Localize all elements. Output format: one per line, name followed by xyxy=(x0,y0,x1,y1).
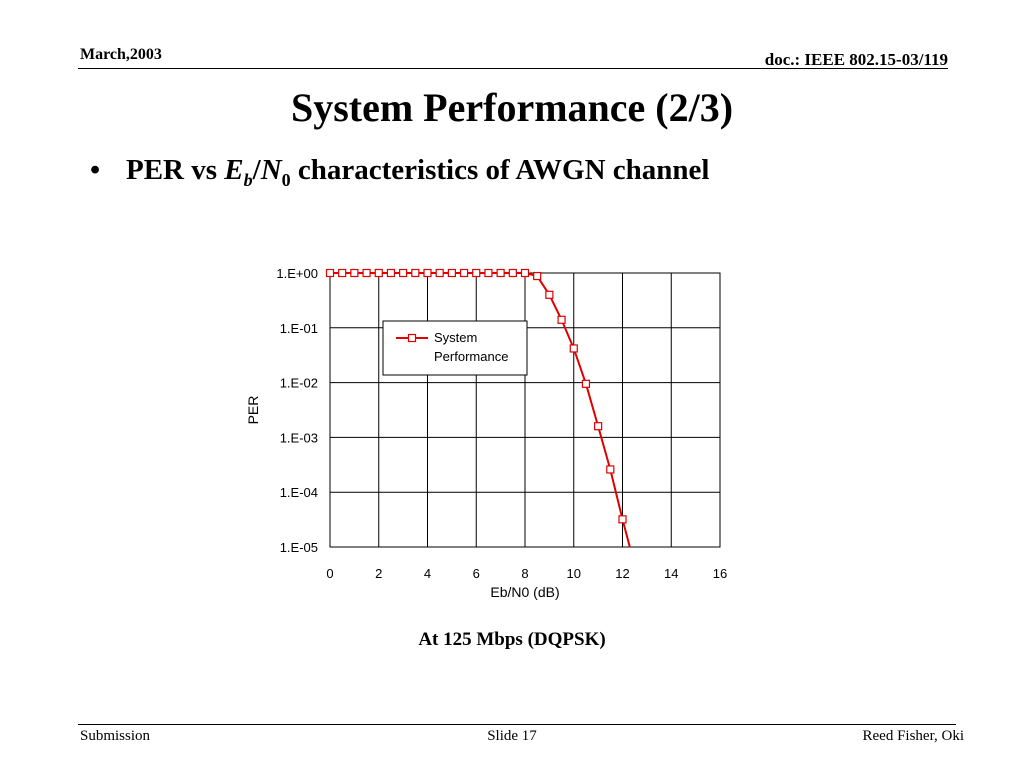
footer-submission: Submission xyxy=(80,728,151,744)
series-line xyxy=(330,272,631,548)
x-tick-label: 16 xyxy=(713,566,727,581)
y-tick-label: 1.E-02 xyxy=(280,376,318,391)
data-point-marker xyxy=(435,268,444,278)
header-rule xyxy=(78,68,948,69)
data-point-marker xyxy=(508,268,517,278)
bullet-prefix: PER vs xyxy=(126,154,225,186)
y-tick-label: 1.E-03 xyxy=(280,430,318,445)
chart-legend: System Performance xyxy=(382,320,528,376)
data-point-marker xyxy=(533,271,542,281)
x-tick-label: 14 xyxy=(664,566,678,581)
bullet-eb: E xyxy=(224,154,244,186)
data-point-marker xyxy=(606,465,615,474)
bullet-eb-sub: b xyxy=(243,169,253,190)
bullet-suffix: characteristics of AWGN channel xyxy=(290,154,710,186)
data-point-marker xyxy=(618,515,627,524)
header-doc-id: doc.: IEEE 802.15-03/119 xyxy=(764,50,948,69)
data-point-marker xyxy=(496,268,505,278)
y-tick-label: 1.E-05 xyxy=(280,540,318,555)
x-tick-label: 6 xyxy=(473,566,480,581)
data-point-marker xyxy=(545,290,554,299)
x-tick-label: 12 xyxy=(615,566,629,581)
x-axis-label: Eb/N0 (dB) xyxy=(490,584,559,600)
data-point-marker xyxy=(362,268,371,278)
legend-label: System Performance xyxy=(434,330,508,364)
legend-marker-swatch xyxy=(407,333,417,343)
bullet-slash: / xyxy=(252,154,261,186)
data-point-marker xyxy=(399,268,408,278)
x-tick-label: 2 xyxy=(375,566,382,581)
footer-slide-number: Slide 17 xyxy=(487,728,537,744)
data-point-marker xyxy=(581,379,591,388)
data-point-marker xyxy=(557,315,566,324)
x-tick-label: 4 xyxy=(424,566,431,581)
bullet-item: • PER vs Eb/N0 characteristics of AWGN ch… xyxy=(90,154,710,191)
chart-caption: At 125 Mbps (DQPSK) xyxy=(418,629,606,650)
data-point-marker xyxy=(569,344,578,353)
x-tick-label: 8 xyxy=(521,566,528,581)
per-chart-svg: 1.E+00 1.E-01 1.E-02 1.E-03 1.E-04 1.E-05 0 2 4… xyxy=(245,266,727,600)
x-tick-label: 10 xyxy=(567,566,581,581)
data-point-marker xyxy=(594,422,603,431)
data-point-marker xyxy=(350,268,359,278)
header-date: March,2003 xyxy=(80,46,162,63)
bullet-marker: • xyxy=(90,154,101,186)
y-tick-labels: 1.E+00 1.E-01 1.E-02 1.E-03 1.E-04 1.E-05 xyxy=(276,266,318,555)
series-system-performance xyxy=(325,268,631,548)
data-point-marker xyxy=(484,268,493,278)
data-point-marker xyxy=(338,268,347,278)
data-point-marker xyxy=(325,268,335,278)
chart-grid xyxy=(330,273,720,547)
y-axis-label: PER xyxy=(245,396,261,425)
y-tick-label: 1.E-01 xyxy=(280,321,318,336)
x-tick-label: 0 xyxy=(326,566,333,581)
y-tick-label: 1.E-04 xyxy=(280,485,318,500)
data-point-marker xyxy=(386,268,396,278)
footer-author: Reed Fisher, Oki xyxy=(862,728,964,744)
data-point-marker xyxy=(447,268,456,278)
bullet-n0: N xyxy=(260,154,282,186)
bullet-n0-sub: 0 xyxy=(281,169,291,190)
data-point-marker xyxy=(520,268,530,278)
data-point-marker xyxy=(423,268,432,278)
y-tick-label: 1.E+00 xyxy=(276,266,318,281)
data-point-marker xyxy=(472,268,481,278)
data-point-marker xyxy=(374,268,383,278)
data-point-marker xyxy=(459,268,469,278)
per-chart: 1.E+00 1.E-01 1.E-02 1.E-03 1.E-04 1.E-05 0 2 4… xyxy=(220,250,780,610)
footer-rule xyxy=(78,724,956,725)
data-point-marker xyxy=(411,268,420,278)
x-tick-labels: 0 2 4 6 8 10 12 14 16 xyxy=(326,566,727,581)
slide-title: System Performance (2/3) xyxy=(290,85,734,130)
legend-box xyxy=(382,320,528,376)
